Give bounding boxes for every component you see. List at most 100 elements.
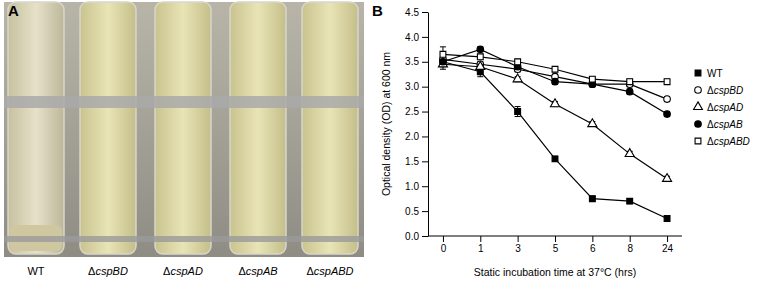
tube: [80, 2, 136, 254]
series: [440, 54, 670, 221]
y-axis-title: Optical density (OD) at 600 nm: [380, 52, 392, 196]
x-tick-label: 3: [515, 243, 521, 254]
error-bar: [627, 89, 633, 94]
series: [440, 47, 670, 85]
marker: [588, 119, 597, 127]
tube-body: [230, 2, 286, 254]
y-tick-label: 3.5: [405, 56, 419, 67]
x-tick-mark: [630, 236, 631, 242]
marker: [589, 76, 595, 82]
x-tick: 0: [441, 236, 447, 254]
error-bar: [515, 107, 521, 117]
legend-item: ΔcspAD: [694, 102, 744, 113]
tube-body: [155, 2, 211, 254]
y-tick: 3.5: [405, 56, 428, 67]
marker: [440, 51, 446, 57]
x-axis: 01356824: [428, 236, 682, 254]
y-tick-mark: [422, 186, 428, 187]
y-axis: 0.00.51.01.52.02.53.03.54.04.5: [405, 7, 428, 242]
y-tick: 2.5: [405, 106, 428, 117]
error-bar: [477, 54, 483, 59]
y-tick-label: 4.0: [405, 32, 419, 43]
marker: [664, 111, 671, 118]
legend-item: WT: [695, 68, 722, 79]
tube: [302, 2, 358, 254]
y-tick-mark: [422, 12, 428, 13]
x-tick-mark: [555, 236, 556, 242]
x-tick-label: 1: [478, 243, 484, 254]
tube: [8, 2, 64, 254]
error-bar: [589, 196, 595, 201]
legend-label: WT: [707, 68, 723, 79]
legend-item: ΔcspABD: [695, 136, 750, 147]
y-axis-line: [428, 13, 429, 237]
legend-marker: [695, 87, 702, 94]
plot-area: [438, 46, 671, 221]
marker: [552, 78, 559, 85]
panel-label: A: [8, 2, 19, 19]
error-bar: [515, 59, 521, 64]
series-line: [443, 62, 667, 219]
x-tick: 24: [662, 236, 674, 254]
marker: [625, 149, 634, 157]
marker: [552, 156, 558, 162]
figure: WTΔcspBDΔcspADΔcspABΔcspABDAB0.00.51.01.…: [0, 0, 773, 290]
error-bar: [664, 97, 670, 102]
series-line: [443, 59, 667, 99]
marker: [627, 198, 633, 204]
legend: WTΔcspBDΔcspADΔcspABΔcspABD: [694, 68, 750, 147]
photo-panel: [4, 2, 364, 257]
y-tick-label: 2.5: [405, 106, 419, 117]
tube-label: ΔcspABD: [306, 265, 353, 277]
y-tick: 1.0: [405, 181, 428, 192]
rack-bar: [4, 236, 364, 242]
tube-label: ΔcspBD: [88, 265, 128, 277]
marker: [515, 109, 521, 115]
marker: [627, 79, 633, 85]
marker: [664, 79, 670, 85]
photo-background: [4, 2, 364, 257]
x-tick-label: 0: [441, 243, 447, 254]
chart: 0.00.51.01.52.02.53.03.54.04.501356824St…: [380, 7, 682, 278]
y-tick: 4.0: [405, 32, 428, 43]
tube-label: ΔcspAD: [163, 265, 203, 277]
tube-label: ΔcspAB: [238, 265, 277, 277]
error-bar: [440, 47, 446, 62]
series: [440, 46, 671, 117]
error-bar: [664, 79, 670, 84]
y-tick-label: 0.0: [405, 231, 419, 242]
y-tick-mark: [422, 161, 428, 162]
error-bar: [552, 67, 558, 72]
y-tick-mark: [422, 136, 428, 137]
y-tick: 0.5: [405, 206, 428, 217]
tube-body: [80, 2, 136, 254]
series: [438, 59, 671, 181]
y-tick-mark: [422, 87, 428, 88]
legend-label: ΔcspABD: [707, 136, 750, 147]
marker: [477, 54, 483, 60]
tube: [155, 2, 211, 254]
y-tick: 2.0: [405, 131, 428, 142]
x-tick-label: 5: [553, 243, 559, 254]
marker: [662, 173, 671, 181]
legend-marker: [694, 102, 703, 110]
marker: [515, 59, 521, 65]
tube-body: [8, 2, 64, 254]
y-tick-mark: [422, 211, 428, 212]
error-bar: [627, 199, 633, 204]
legend-marker: [695, 70, 701, 76]
y-tick-label: 4.5: [405, 7, 419, 18]
error-bar: [664, 112, 670, 117]
legend-marker: [695, 138, 701, 144]
marker: [476, 61, 485, 69]
series-line: [443, 54, 667, 81]
y-tick-label: 1.0: [405, 181, 419, 192]
x-tick-mark: [443, 236, 444, 242]
y-tick: 4.5: [405, 7, 428, 18]
marker: [664, 96, 671, 103]
error-bar: [477, 47, 483, 52]
error-bar: [552, 156, 558, 161]
y-tick-label: 2.0: [405, 131, 419, 142]
y-tick: 1.5: [405, 156, 428, 167]
x-tick-label: 6: [590, 243, 596, 254]
